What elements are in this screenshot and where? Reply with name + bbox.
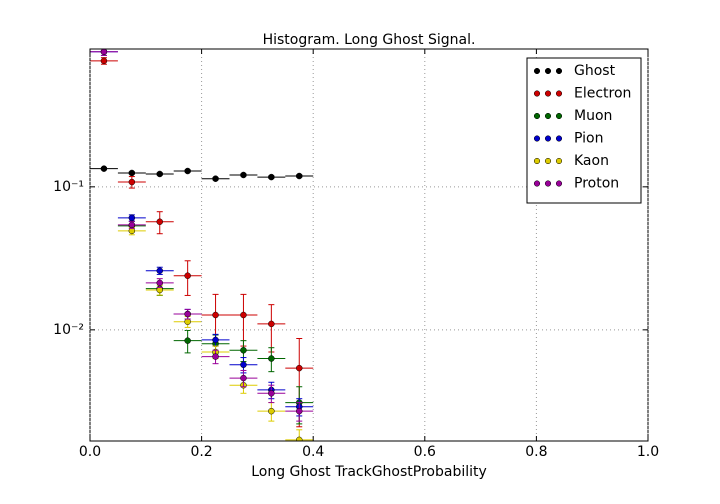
data-point	[184, 310, 191, 318]
data-point	[268, 173, 275, 181]
legend-marker	[544, 180, 552, 187]
legend-marker	[533, 112, 541, 120]
legend-marker	[544, 90, 552, 97]
data-point	[128, 169, 136, 177]
data-point	[240, 311, 247, 319]
legend-marker	[555, 67, 563, 75]
legend-marker	[533, 157, 541, 165]
legend-box	[526, 57, 642, 204]
legend-marker	[533, 90, 541, 97]
legend-marker	[544, 112, 552, 120]
data-point	[268, 320, 275, 328]
data-point	[156, 218, 163, 225]
data-point	[184, 337, 191, 344]
data-point	[212, 336, 219, 344]
x-tick-label: 0.4	[302, 444, 324, 460]
data-point	[268, 407, 275, 415]
data-point	[212, 353, 219, 360]
data-point	[184, 272, 191, 279]
data-point	[240, 346, 247, 354]
data-point	[156, 279, 163, 287]
legend-label: Pion	[574, 131, 603, 147]
x-tick-label: 0.2	[190, 444, 212, 460]
legend-label: Ghost	[574, 63, 616, 79]
data-point	[100, 57, 108, 65]
x-axis-label: Long Ghost TrackGhostProbability	[251, 464, 487, 480]
data-point	[156, 267, 163, 274]
data-point	[296, 364, 303, 372]
data-point	[100, 49, 108, 56]
data-point	[240, 171, 247, 179]
data-point	[128, 221, 136, 229]
x-tick-label: 0.8	[525, 444, 547, 460]
chart-title: Histogram. Long Ghost Signal.	[263, 32, 476, 48]
data-point	[296, 436, 303, 441]
legend-marker	[555, 157, 563, 165]
legend-marker	[555, 135, 563, 142]
legend-marker	[544, 67, 552, 75]
legend-marker	[544, 157, 552, 165]
data-point	[184, 318, 191, 325]
data-point	[100, 165, 108, 172]
legend-marker	[555, 112, 563, 120]
legend-label: Kaon	[574, 153, 609, 169]
y-tick-label: 10⁻¹	[53, 179, 84, 195]
legend-marker	[555, 90, 563, 97]
data-point	[268, 355, 275, 362]
data-point	[212, 311, 219, 319]
plot-area	[90, 49, 314, 441]
x-tick-label: 1.0	[637, 444, 659, 460]
legend-marker	[533, 180, 541, 187]
data-point	[184, 167, 191, 175]
data-point	[240, 361, 247, 369]
data-point	[128, 214, 136, 222]
data-point	[212, 175, 219, 182]
data-point	[296, 172, 303, 180]
data-point	[128, 178, 136, 186]
legend-label: Muon	[574, 108, 612, 124]
data-point	[156, 170, 163, 178]
legend-label: Proton	[574, 176, 619, 192]
data-point	[240, 374, 247, 382]
legend-marker	[533, 67, 541, 75]
legend-label: Electron	[574, 86, 631, 102]
data-point	[268, 390, 275, 397]
legend-marker	[533, 135, 541, 142]
data-point	[296, 407, 303, 415]
legend-marker	[555, 180, 563, 187]
x-tick-label: 0.6	[414, 444, 436, 460]
x-tick-label: 0.0	[79, 444, 101, 460]
legend-marker	[544, 135, 552, 142]
y-tick-label: 10⁻²	[53, 322, 84, 338]
